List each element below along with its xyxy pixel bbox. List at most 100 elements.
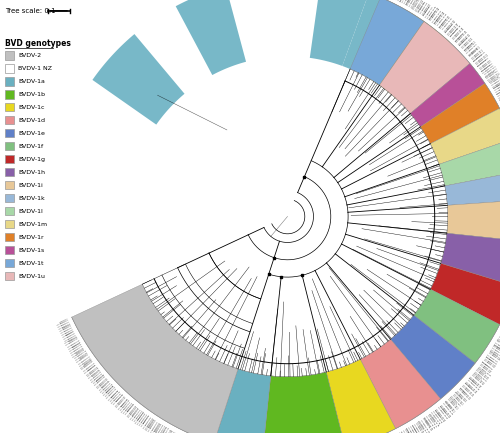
Text: intl BVDV-1s 11: intl BVDV-1s 11 <box>475 53 487 64</box>
Text: intl BVDV-2 57: intl BVDV-2 57 <box>134 410 143 422</box>
Text: intl BVDV-1d 24: intl BVDV-1d 24 <box>439 405 449 418</box>
Text: intl BVDV-1e 13: intl BVDV-1e 13 <box>462 384 474 395</box>
Text: intl BVDV-1u 11: intl BVDV-1u 11 <box>458 33 469 45</box>
Polygon shape <box>176 0 246 75</box>
Text: BVDV-1s: BVDV-1s <box>18 248 44 253</box>
Text: intl BVDV-1r 9: intl BVDV-1r 9 <box>494 83 500 91</box>
Text: NZ seq 118: NZ seq 118 <box>493 82 500 89</box>
Text: intl BVDV-1r 7: intl BVDV-1r 7 <box>496 87 500 95</box>
Text: intl BVDV-1r 13: intl BVDV-1r 13 <box>490 75 500 84</box>
Text: intl BVDV-1d 9: intl BVDV-1d 9 <box>413 423 421 433</box>
Text: intl BVDV-2 75: intl BVDV-2 75 <box>168 431 175 433</box>
Text: NZ seq 9: NZ seq 9 <box>88 365 96 371</box>
Text: intl BVDV-2 22: intl BVDV-2 22 <box>79 358 91 367</box>
Text: intl BVDV-1u 10: intl BVDV-1u 10 <box>460 35 471 46</box>
Text: intl BVDV-2 12: intl BVDV-2 12 <box>67 340 80 348</box>
Text: intl BVDV-2 23: intl BVDV-2 23 <box>80 359 92 368</box>
Text: NZ seq 14: NZ seq 14 <box>111 390 118 397</box>
Text: NZ seq 69: NZ seq 69 <box>454 392 462 400</box>
Text: intl BVDV-1t 8: intl BVDV-1t 8 <box>413 0 421 10</box>
Text: NZ seq 22: NZ seq 22 <box>156 423 162 432</box>
Text: NZ seq 6: NZ seq 6 <box>76 348 84 354</box>
Text: intl BVDV-1e 3: intl BVDV-1e 3 <box>447 398 457 410</box>
Text: intl BVDV-1r 6: intl BVDV-1r 6 <box>498 89 500 97</box>
Text: NZ seq 68: NZ seq 68 <box>450 396 457 404</box>
Polygon shape <box>430 108 500 165</box>
Text: BVDV-1a: BVDV-1a <box>18 79 45 84</box>
Text: intl BVDV-2 49: intl BVDV-2 49 <box>120 400 130 411</box>
Text: NZ seq 67: NZ seq 67 <box>444 401 452 409</box>
Text: intl BVDV-1e 21: intl BVDV-1e 21 <box>474 371 486 381</box>
Text: NZ seq 132: NZ seq 132 <box>429 10 436 20</box>
Text: intl BVDV-1f 3: intl BVDV-1f 3 <box>482 361 493 370</box>
Text: NZ seq 23: NZ seq 23 <box>162 427 167 433</box>
Text: intl BVDV-1u 15: intl BVDV-1u 15 <box>452 27 463 39</box>
Text: intl BVDV-1u 8: intl BVDV-1u 8 <box>462 39 473 49</box>
Text: BVD genotypes: BVD genotypes <box>5 39 71 48</box>
Text: intl BVDV-1d 3: intl BVDV-1d 3 <box>402 430 409 433</box>
Text: NZ seq 134: NZ seq 134 <box>418 3 424 13</box>
Text: intl BVDV-1f 6: intl BVDV-1f 6 <box>485 356 496 365</box>
Text: intl BVDV-2 16: intl BVDV-2 16 <box>72 347 84 355</box>
Bar <box>5 168 15 177</box>
Text: intl BVDV-2 48: intl BVDV-2 48 <box>118 398 128 410</box>
Text: NZ seq 124: NZ seq 124 <box>469 48 478 56</box>
Text: intl BVDV-2 32: intl BVDV-2 32 <box>93 374 104 385</box>
Text: intl BVDV-1t 6: intl BVDV-1t 6 <box>416 0 424 12</box>
Text: intl BVDV-1u 7: intl BVDV-1u 7 <box>464 40 474 51</box>
Text: NZ seq 63: NZ seq 63 <box>423 417 429 426</box>
Text: intl BVDV-1d 13: intl BVDV-1d 13 <box>420 419 430 432</box>
Text: intl BVDV-2 30: intl BVDV-2 30 <box>90 371 102 381</box>
Text: intl BVDV-2 35: intl BVDV-2 35 <box>98 379 108 389</box>
Text: intl BVDV-2 60: intl BVDV-2 60 <box>139 414 148 426</box>
Text: NZ seq 62: NZ seq 62 <box>417 421 423 430</box>
Polygon shape <box>390 315 475 399</box>
Bar <box>5 272 15 281</box>
Text: intl BVDV-2 59: intl BVDV-2 59 <box>137 413 146 425</box>
Text: intl BVDV-1u 24: intl BVDV-1u 24 <box>437 14 448 26</box>
Text: intl BVDV-1t 10: intl BVDV-1t 10 <box>409 0 418 7</box>
Polygon shape <box>360 339 440 429</box>
Text: intl BVDV-1u 14: intl BVDV-1u 14 <box>453 29 464 40</box>
Bar <box>5 246 15 254</box>
Polygon shape <box>430 263 500 325</box>
Bar <box>5 64 15 72</box>
Text: intl BVDV-1d 25: intl BVDV-1d 25 <box>440 404 451 417</box>
Text: NZ seq 60: NZ seq 60 <box>406 428 411 433</box>
Polygon shape <box>440 233 500 286</box>
Text: intl BVDV-2 41: intl BVDV-2 41 <box>106 388 117 399</box>
Text: NZ seq 127: NZ seq 127 <box>455 33 464 42</box>
Text: BVDV-2: BVDV-2 <box>18 53 41 58</box>
Text: intl BVDV-2 64: intl BVDV-2 64 <box>146 419 155 431</box>
Text: intl BVDV-2 69: intl BVDV-2 69 <box>156 425 164 433</box>
Text: intl BVDV-1t 15: intl BVDV-1t 15 <box>400 0 408 2</box>
Text: intl BVDV-1d 1: intl BVDV-1d 1 <box>398 432 406 433</box>
Bar <box>5 155 15 163</box>
Text: intl BVDV-2 26: intl BVDV-2 26 <box>84 365 96 374</box>
Text: intl BVDV-1e 19: intl BVDV-1e 19 <box>471 374 483 385</box>
Polygon shape <box>420 83 500 144</box>
Text: intl BVDV-2 29: intl BVDV-2 29 <box>88 369 100 379</box>
Text: intl BVDV-2 18: intl BVDV-2 18 <box>74 351 86 359</box>
Polygon shape <box>342 0 410 79</box>
Text: intl BVDV-1d 10: intl BVDV-1d 10 <box>414 422 424 433</box>
Bar <box>5 259 15 267</box>
Text: intl BVDV-1u 29: intl BVDV-1u 29 <box>428 7 438 20</box>
Polygon shape <box>72 284 238 433</box>
Text: intl BVDV-1e 23: intl BVDV-1e 23 <box>476 368 488 378</box>
Text: intl BVDV-2 24: intl BVDV-2 24 <box>82 361 94 370</box>
Polygon shape <box>445 171 500 205</box>
Text: intl BVDV-1e 16: intl BVDV-1e 16 <box>466 379 478 390</box>
Text: intl BVDV-1u 27: intl BVDV-1u 27 <box>432 10 442 23</box>
Text: intl BVDV-2 6: intl BVDV-2 6 <box>62 329 73 336</box>
Text: NZ seq 74: NZ seq 74 <box>477 367 486 374</box>
Text: intl BVDV-1e 2: intl BVDV-1e 2 <box>446 400 455 411</box>
Text: intl BVDV-2 39: intl BVDV-2 39 <box>104 385 114 396</box>
Text: intl BVDV-2 76: intl BVDV-2 76 <box>170 432 177 433</box>
Text: intl BVDV-1u 25: intl BVDV-1u 25 <box>436 13 446 25</box>
Text: intl BVDV-2 66: intl BVDV-2 66 <box>150 421 158 433</box>
Text: NZ seq 131: NZ seq 131 <box>434 15 442 24</box>
Text: intl BVDV-1t 7: intl BVDV-1t 7 <box>414 0 422 11</box>
Text: NZ seq 133: NZ seq 133 <box>424 6 430 16</box>
Text: intl BVDV-2 45: intl BVDV-2 45 <box>113 394 124 405</box>
